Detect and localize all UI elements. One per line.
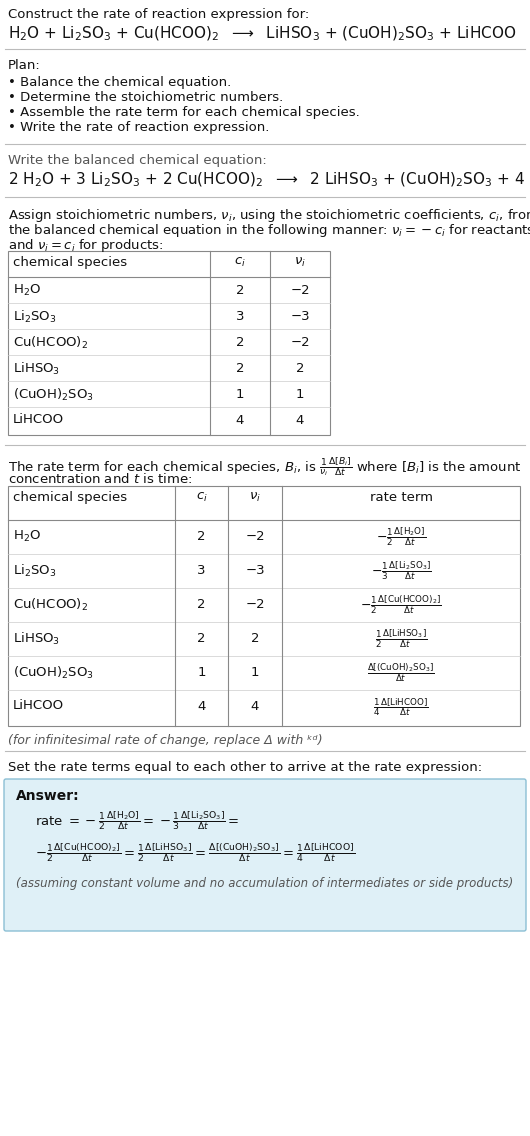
Text: • Balance the chemical equation.: • Balance the chemical equation.	[8, 76, 231, 89]
Text: chemical species: chemical species	[13, 491, 127, 504]
Text: rate $= -\frac{1}{2}\frac{\Delta[\mathrm{H_2O}]}{\Delta t} = -\frac{1}{3}\frac{\: rate $= -\frac{1}{2}\frac{\Delta[\mathrm…	[35, 809, 240, 832]
Text: Set the rate terms equal to each other to arrive at the rate expression:: Set the rate terms equal to each other t…	[8, 761, 482, 774]
Text: and $\nu_i = c_i$ for products:: and $\nu_i = c_i$ for products:	[8, 237, 164, 254]
Text: $-\frac{1}{2}\frac{\Delta[\mathrm{H_2O}]}{\Delta t}$: $-\frac{1}{2}\frac{\Delta[\mathrm{H_2O}]…	[376, 526, 426, 549]
Text: 3: 3	[197, 565, 206, 577]
Text: 4: 4	[296, 414, 304, 426]
Text: 2: 2	[296, 361, 304, 375]
Text: $\nu_i$: $\nu_i$	[249, 491, 261, 504]
Bar	[8, 486, 520, 726]
Text: concentration and $t$ is time:: concentration and $t$ is time:	[8, 471, 192, 486]
Text: H$_2$O: H$_2$O	[13, 283, 41, 298]
Text: • Assemble the rate term for each chemical species.: • Assemble the rate term for each chemic…	[8, 106, 360, 119]
Bar	[8, 251, 330, 435]
Text: LiHSO$_3$: LiHSO$_3$	[13, 361, 60, 377]
Text: (for infinitesimal rate of change, replace Δ with ᵏᵈ): (for infinitesimal rate of change, repla…	[8, 734, 323, 747]
Text: 2: 2	[236, 361, 244, 375]
Text: 2: 2	[197, 633, 206, 645]
Text: (CuOH)$_2$SO$_3$: (CuOH)$_2$SO$_3$	[13, 387, 94, 403]
Text: 2: 2	[236, 335, 244, 349]
Text: chemical species: chemical species	[13, 256, 127, 269]
Text: $c_i$: $c_i$	[234, 256, 246, 269]
Text: $\frac{1}{2}\frac{\Delta[\mathrm{LiHSO_3}]}{\Delta t}$: $\frac{1}{2}\frac{\Delta[\mathrm{LiHSO_3…	[375, 628, 427, 650]
Text: −2: −2	[290, 335, 310, 349]
Text: • Write the rate of reaction expression.: • Write the rate of reaction expression.	[8, 122, 269, 134]
Text: rate term: rate term	[369, 491, 432, 504]
Text: Plan:: Plan:	[8, 59, 41, 72]
Text: The rate term for each chemical species, $B_i$, is $\frac{1}{\nu_i}\frac{\Delta[: The rate term for each chemical species,…	[8, 456, 522, 478]
Text: $\nu_i$: $\nu_i$	[294, 256, 306, 269]
Text: 1: 1	[296, 387, 304, 401]
Text: the balanced chemical equation in the following manner: $\nu_i = -c_i$ for react: the balanced chemical equation in the fo…	[8, 222, 530, 239]
Text: 2: 2	[236, 284, 244, 296]
Text: $-\frac{1}{2}\frac{\Delta[\mathrm{Cu(HCOO)_2}]}{\Delta t}$: $-\frac{1}{2}\frac{\Delta[\mathrm{Cu(HCO…	[360, 594, 442, 617]
Text: Li$_2$SO$_3$: Li$_2$SO$_3$	[13, 309, 57, 325]
Text: −3: −3	[245, 565, 265, 577]
Text: 4: 4	[251, 701, 259, 713]
Text: $\frac{1}{4}\frac{\Delta[\mathrm{LiHCOO}]}{\Delta t}$: $\frac{1}{4}\frac{\Delta[\mathrm{LiHCOO}…	[373, 696, 429, 718]
Text: H$_2$O: H$_2$O	[13, 529, 41, 544]
Text: 2 H$_2$O + 3 Li$_2$SO$_3$ + 2 Cu(HCOO)$_2$  $\longrightarrow$  2 LiHSO$_3$ + (Cu: 2 H$_2$O + 3 Li$_2$SO$_3$ + 2 Cu(HCOO)$_…	[8, 172, 530, 190]
Text: 3: 3	[236, 309, 244, 323]
Text: −3: −3	[290, 309, 310, 323]
Text: (assuming constant volume and no accumulation of intermediates or side products): (assuming constant volume and no accumul…	[16, 877, 513, 889]
Text: Assign stoichiometric numbers, $\nu_i$, using the stoichiometric coefficients, $: Assign stoichiometric numbers, $\nu_i$, …	[8, 207, 530, 224]
Text: −2: −2	[245, 531, 265, 543]
Text: • Determine the stoichiometric numbers.: • Determine the stoichiometric numbers.	[8, 91, 283, 105]
Text: (CuOH)$_2$SO$_3$: (CuOH)$_2$SO$_3$	[13, 665, 94, 682]
Text: LiHCOO: LiHCOO	[13, 699, 64, 712]
Text: Construct the rate of reaction expression for:: Construct the rate of reaction expressio…	[8, 8, 309, 20]
Text: 2: 2	[251, 633, 259, 645]
Text: 1: 1	[236, 387, 244, 401]
Text: −2: −2	[245, 599, 265, 611]
Text: 2: 2	[197, 599, 206, 611]
Text: 4: 4	[236, 414, 244, 426]
Text: $-\frac{1}{3}\frac{\Delta[\mathrm{Li_2SO_3}]}{\Delta t}$: $-\frac{1}{3}\frac{\Delta[\mathrm{Li_2SO…	[370, 560, 431, 583]
Text: $-\frac{1}{2}\frac{\Delta[\mathrm{Cu(HCOO)_2}]}{\Delta t} = \frac{1}{2}\frac{\De: $-\frac{1}{2}\frac{\Delta[\mathrm{Cu(HCO…	[35, 841, 355, 863]
Text: 2: 2	[197, 531, 206, 543]
Text: $\frac{\Delta[\mathrm{(CuOH)_2SO_3}]}{\Delta t}$: $\frac{\Delta[\mathrm{(CuOH)_2SO_3}]}{\D…	[367, 661, 435, 684]
Text: Li$_2$SO$_3$: Li$_2$SO$_3$	[13, 563, 57, 579]
Text: Write the balanced chemical equation:: Write the balanced chemical equation:	[8, 154, 267, 167]
Text: 4: 4	[197, 701, 206, 713]
Text: LiHCOO: LiHCOO	[13, 414, 64, 426]
Text: H$_2$O + Li$_2$SO$_3$ + Cu(HCOO)$_2$  $\longrightarrow$  LiHSO$_3$ + (CuOH)$_2$S: H$_2$O + Li$_2$SO$_3$ + Cu(HCOO)$_2$ $\l…	[8, 25, 516, 43]
Text: Cu(HCOO)$_2$: Cu(HCOO)$_2$	[13, 598, 88, 613]
FancyBboxPatch shape	[4, 779, 526, 932]
Text: 1: 1	[197, 667, 206, 679]
Text: LiHSO$_3$: LiHSO$_3$	[13, 630, 60, 648]
Text: Answer:: Answer:	[16, 790, 80, 803]
Text: $c_i$: $c_i$	[196, 491, 207, 504]
Text: 1: 1	[251, 667, 259, 679]
Text: −2: −2	[290, 284, 310, 296]
Text: Cu(HCOO)$_2$: Cu(HCOO)$_2$	[13, 335, 88, 351]
